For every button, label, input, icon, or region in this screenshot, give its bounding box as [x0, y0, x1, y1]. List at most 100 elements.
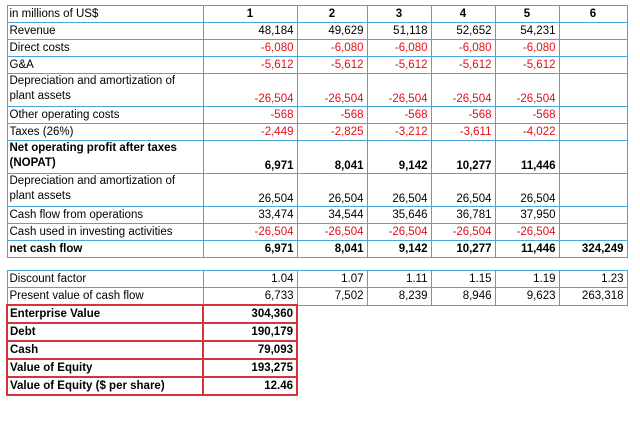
value-cell[interactable]: 36,781: [430, 206, 496, 224]
value-cell[interactable]: 6,733: [202, 287, 298, 306]
value-cell[interactable]: 48,184: [202, 22, 298, 40]
value-cell[interactable]: 33,474: [202, 206, 298, 224]
value-cell[interactable]: -2,449: [202, 123, 298, 141]
value-cell[interactable]: [558, 22, 628, 40]
value-cell[interactable]: -26,504: [296, 73, 368, 107]
row-label[interactable]: Taxes (26%): [6, 123, 204, 141]
value-cell[interactable]: 52,652: [430, 22, 496, 40]
year-header[interactable]: 5: [494, 5, 560, 23]
value-cell[interactable]: 37,950: [494, 206, 560, 224]
value-cell[interactable]: 12.46: [202, 376, 298, 396]
value-cell[interactable]: -26,504: [494, 73, 560, 107]
row-label[interactable]: Enterprise Value: [6, 304, 204, 324]
row-label[interactable]: Cash: [6, 340, 204, 360]
value-cell[interactable]: -5,612: [202, 56, 298, 74]
value-cell[interactable]: 11,446: [494, 240, 560, 258]
value-cell[interactable]: -26,504: [494, 223, 560, 241]
value-cell[interactable]: 11,446: [494, 140, 560, 174]
row-label[interactable]: Other operating costs: [6, 106, 204, 124]
value-cell[interactable]: -26,504: [366, 73, 432, 107]
value-cell[interactable]: 35,646: [366, 206, 432, 224]
value-cell[interactable]: 34,544: [296, 206, 368, 224]
value-cell[interactable]: -3,611: [430, 123, 496, 141]
row-label[interactable]: Direct costs: [6, 39, 204, 57]
row-label[interactable]: Cash used in investing activities: [6, 223, 204, 241]
row-label[interactable]: Cash flow from operations: [6, 206, 204, 224]
year-header[interactable]: 3: [366, 5, 432, 23]
value-cell[interactable]: -568: [296, 106, 368, 124]
year-header[interactable]: 6: [558, 5, 628, 23]
value-cell[interactable]: 8,041: [296, 140, 368, 174]
row-label[interactable]: Discount factor: [6, 270, 204, 288]
value-cell[interactable]: 1.11: [366, 270, 432, 288]
value-cell[interactable]: 324,249: [558, 240, 628, 258]
value-cell[interactable]: 8,041: [296, 240, 368, 258]
value-cell[interactable]: -568: [494, 106, 560, 124]
value-cell[interactable]: 304,360: [202, 304, 298, 324]
value-cell[interactable]: 1.15: [430, 270, 496, 288]
value-cell[interactable]: 1.07: [296, 270, 368, 288]
row-label[interactable]: Net operating profit after taxes (NOPAT): [6, 140, 204, 174]
value-cell[interactable]: 10,277: [430, 240, 496, 258]
value-cell[interactable]: 54,231: [494, 22, 560, 40]
year-header[interactable]: 1: [202, 5, 298, 23]
value-cell[interactable]: 26,504: [202, 173, 298, 207]
value-cell[interactable]: [558, 123, 628, 141]
value-cell[interactable]: -568: [366, 106, 432, 124]
row-label[interactable]: Value of Equity ($ per share): [6, 376, 204, 396]
value-cell[interactable]: [558, 56, 628, 74]
value-cell[interactable]: [558, 223, 628, 241]
value-cell[interactable]: -5,612: [494, 56, 560, 74]
value-cell[interactable]: 193,275: [202, 358, 298, 378]
value-cell[interactable]: 9,142: [366, 140, 432, 174]
value-cell[interactable]: [558, 140, 628, 174]
value-cell[interactable]: -5,612: [296, 56, 368, 74]
value-cell[interactable]: 26,504: [296, 173, 368, 207]
value-cell[interactable]: -3,212: [366, 123, 432, 141]
value-cell[interactable]: -26,504: [202, 73, 298, 107]
value-cell[interactable]: -5,612: [366, 56, 432, 74]
value-cell[interactable]: 26,504: [494, 173, 560, 207]
value-cell[interactable]: -568: [430, 106, 496, 124]
value-cell[interactable]: 1.04: [202, 270, 298, 288]
value-cell[interactable]: -26,504: [430, 223, 496, 241]
value-cell[interactable]: -6,080: [430, 39, 496, 57]
row-label[interactable]: G&A: [6, 56, 204, 74]
value-cell[interactable]: -6,080: [202, 39, 298, 57]
value-cell[interactable]: 10,277: [430, 140, 496, 174]
value-cell[interactable]: 26,504: [366, 173, 432, 207]
value-cell[interactable]: -2,825: [296, 123, 368, 141]
value-cell[interactable]: -6,080: [296, 39, 368, 57]
value-cell[interactable]: -4,022: [494, 123, 560, 141]
value-cell[interactable]: 190,179: [202, 322, 298, 342]
value-cell[interactable]: -26,504: [430, 73, 496, 107]
value-cell[interactable]: [558, 173, 628, 207]
value-cell[interactable]: 1.19: [494, 270, 560, 288]
value-cell[interactable]: -568: [202, 106, 298, 124]
value-cell[interactable]: 6,971: [202, 240, 298, 258]
row-label[interactable]: Depreciation and amortization of plant a…: [6, 73, 204, 107]
year-header[interactable]: 4: [430, 5, 496, 23]
row-label[interactable]: Debt: [6, 322, 204, 342]
value-cell[interactable]: 51,118: [366, 22, 432, 40]
value-cell[interactable]: 79,093: [202, 340, 298, 360]
value-cell[interactable]: 49,629: [296, 22, 368, 40]
year-header[interactable]: 2: [296, 5, 368, 23]
value-cell[interactable]: 1.23: [558, 270, 628, 288]
value-cell[interactable]: -26,504: [202, 223, 298, 241]
value-cell[interactable]: [558, 39, 628, 57]
row-label[interactable]: Value of Equity: [6, 358, 204, 378]
value-cell[interactable]: -26,504: [296, 223, 368, 241]
units-label[interactable]: in millions of US$: [6, 5, 204, 23]
value-cell[interactable]: 263,318: [558, 287, 628, 306]
value-cell[interactable]: -26,504: [366, 223, 432, 241]
value-cell[interactable]: 7,502: [296, 287, 368, 306]
value-cell[interactable]: 8,946: [430, 287, 496, 306]
row-label[interactable]: Revenue: [6, 22, 204, 40]
row-label[interactable]: net cash flow: [6, 240, 204, 258]
value-cell[interactable]: [558, 206, 628, 224]
value-cell[interactable]: 8,239: [366, 287, 432, 306]
value-cell[interactable]: [558, 106, 628, 124]
value-cell[interactable]: -6,080: [494, 39, 560, 57]
row-label[interactable]: Depreciation and amortization of plant a…: [6, 173, 204, 207]
